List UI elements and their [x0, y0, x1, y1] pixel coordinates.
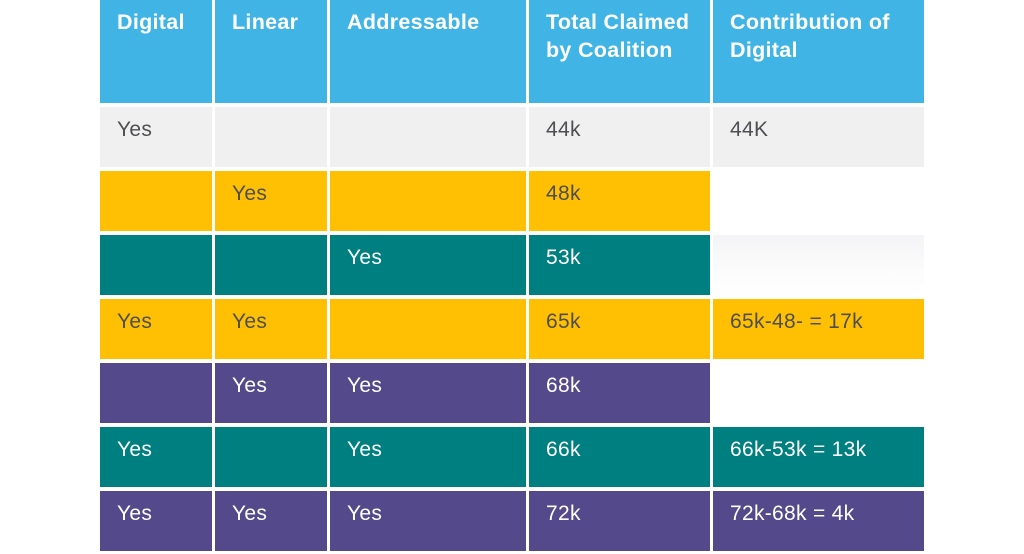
cell-total: 53k	[529, 235, 710, 295]
cell-contribution: 72k-68k = 4k	[713, 491, 924, 551]
cell-digital	[100, 235, 212, 295]
cell-digital	[100, 363, 212, 423]
cell-linear	[215, 235, 327, 295]
cell-linear: Yes	[215, 363, 327, 423]
cell-contribution: 44K	[713, 107, 924, 167]
cell-digital: Yes	[100, 299, 212, 359]
cell-digital: Yes	[100, 427, 212, 487]
cell-total: 66k	[529, 427, 710, 487]
coalition-contribution-table: Digital Linear Addressable Total Claimed…	[100, 0, 924, 551]
cell-total: 68k	[529, 363, 710, 423]
cell-addressable: Yes	[330, 235, 526, 295]
cell-contribution	[713, 363, 924, 423]
header-total-claimed: Total Claimed by Coalition	[529, 0, 710, 103]
cell-total: 48k	[529, 171, 710, 231]
cell-digital: Yes	[100, 107, 212, 167]
cell-contribution: 66k-53k = 13k	[713, 427, 924, 487]
cell-addressable: Yes	[330, 427, 526, 487]
cell-total: 44k	[529, 107, 710, 167]
cell-addressable	[330, 107, 526, 167]
header-addressable: Addressable	[330, 0, 526, 103]
cell-addressable	[330, 299, 526, 359]
cell-addressable: Yes	[330, 363, 526, 423]
cell-digital: Yes	[100, 491, 212, 551]
header-linear: Linear	[215, 0, 327, 103]
cell-linear	[215, 427, 327, 487]
cell-linear: Yes	[215, 171, 327, 231]
cell-digital	[100, 171, 212, 231]
cell-linear: Yes	[215, 299, 327, 359]
cell-addressable: Yes	[330, 491, 526, 551]
header-digital: Digital	[100, 0, 212, 103]
header-contribution: Contribution of Digital	[713, 0, 924, 103]
cell-addressable	[330, 171, 526, 231]
cell-contribution	[713, 171, 924, 231]
cell-total: 65k	[529, 299, 710, 359]
cell-contribution	[713, 235, 924, 295]
cell-total: 72k	[529, 491, 710, 551]
cell-linear: Yes	[215, 491, 327, 551]
cell-linear	[215, 107, 327, 167]
cell-contribution: 65k-48- = 17k	[713, 299, 924, 359]
